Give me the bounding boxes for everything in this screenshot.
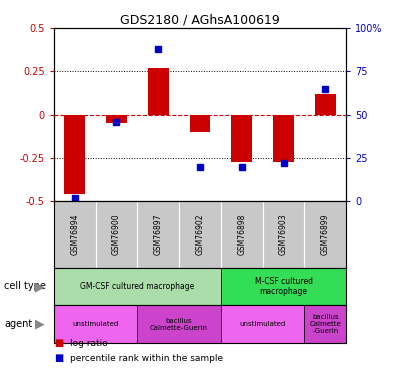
Text: M-CSF cultured
macrophage: M-CSF cultured macrophage xyxy=(255,277,312,296)
Text: GM-CSF cultured macrophage: GM-CSF cultured macrophage xyxy=(80,282,195,291)
Text: percentile rank within the sample: percentile rank within the sample xyxy=(70,354,223,363)
Text: ■: ■ xyxy=(54,353,63,363)
Bar xyxy=(221,267,346,305)
Text: GSM76898: GSM76898 xyxy=(237,214,246,255)
Bar xyxy=(106,115,127,123)
Bar xyxy=(273,115,294,162)
Text: GSM76899: GSM76899 xyxy=(321,214,330,255)
Text: ■: ■ xyxy=(54,338,63,348)
Text: ▶: ▶ xyxy=(35,280,45,293)
Text: unstimulated: unstimulated xyxy=(240,321,286,327)
Bar xyxy=(137,305,221,343)
Text: GSM76897: GSM76897 xyxy=(154,214,163,255)
Bar xyxy=(54,305,137,343)
Text: bacillus
Calmette
-Guerin: bacillus Calmette -Guerin xyxy=(310,314,341,334)
Text: GSM76900: GSM76900 xyxy=(112,214,121,255)
Text: GSM76903: GSM76903 xyxy=(279,214,288,255)
Text: ▶: ▶ xyxy=(35,318,45,331)
Bar xyxy=(315,94,336,115)
Text: bacillus
Calmette-Guerin: bacillus Calmette-Guerin xyxy=(150,318,208,331)
Text: agent: agent xyxy=(4,319,32,329)
Text: GSM76894: GSM76894 xyxy=(70,214,79,255)
Bar xyxy=(221,305,304,343)
Bar xyxy=(304,305,346,343)
Bar xyxy=(189,115,211,132)
Bar xyxy=(231,115,252,162)
Title: GDS2180 / AGhsA100619: GDS2180 / AGhsA100619 xyxy=(120,14,280,27)
Text: cell type: cell type xyxy=(4,281,46,291)
Bar xyxy=(148,68,169,115)
Bar xyxy=(54,267,221,305)
Text: unstimulated: unstimulated xyxy=(72,321,119,327)
Text: GSM76902: GSM76902 xyxy=(195,214,205,255)
Text: log ratio: log ratio xyxy=(70,339,107,348)
Bar xyxy=(64,115,85,195)
